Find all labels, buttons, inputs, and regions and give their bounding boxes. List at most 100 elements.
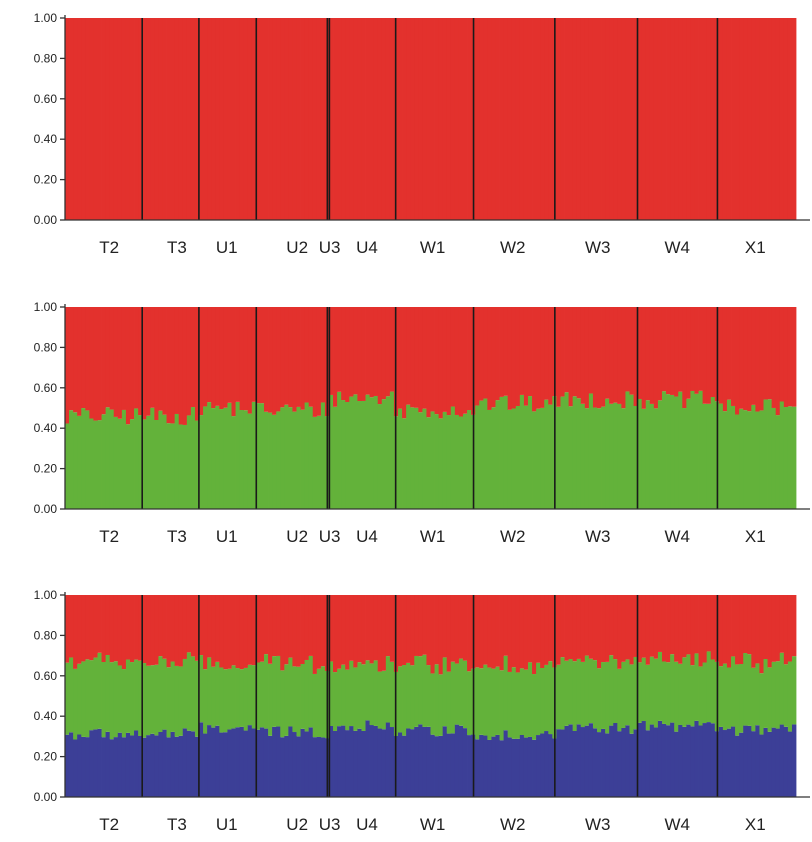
bar-cluster1-132	[601, 18, 606, 220]
bar-cluster3-53	[280, 737, 285, 797]
bar-cluster2-113	[523, 669, 529, 738]
population-label-t2: T2	[99, 815, 119, 834]
bar-cluster1-103	[483, 18, 488, 220]
bar-cluster1-102	[479, 307, 484, 401]
bar-cluster1-46	[251, 18, 257, 220]
bar-cluster2-144	[649, 403, 655, 509]
bar-cluster3-135	[613, 723, 618, 797]
y-tick-label: 0.20	[34, 462, 58, 476]
bar-cluster1-69	[345, 18, 350, 220]
bar-cluster1-122	[560, 18, 565, 220]
bar-cluster3-161	[718, 726, 724, 797]
bar-cluster1-124	[568, 595, 574, 659]
bar-cluster1-90	[430, 307, 435, 412]
bar-cluster2-150	[674, 661, 679, 732]
bar-cluster2-111	[515, 405, 521, 509]
bar-cluster2-84	[406, 662, 411, 729]
bar-cluster1-40	[227, 595, 232, 669]
population-label-u1: U1	[216, 527, 238, 546]
bar-cluster3-96	[454, 724, 460, 797]
bar-cluster3-16	[129, 735, 135, 797]
bar-cluster1-49	[263, 307, 269, 412]
bar-cluster3-106	[495, 734, 500, 797]
bar-cluster2-99	[467, 410, 472, 509]
bar-cluster2-57	[296, 666, 301, 737]
bar-cluster2-60	[308, 406, 314, 509]
bar-cluster3-179	[791, 724, 797, 797]
bar-cluster3-178	[787, 731, 793, 797]
bar-cluster1-84	[406, 307, 411, 405]
bar-cluster1-89	[426, 18, 431, 220]
bar-cluster1-152	[682, 18, 687, 220]
bar-cluster1-114	[527, 18, 533, 220]
bar-cluster3-147	[661, 723, 667, 797]
bar-cluster2-1	[69, 657, 74, 733]
bar-cluster3-70	[349, 726, 354, 797]
bar-cluster1-70	[349, 595, 354, 661]
bar-cluster3-58	[300, 728, 305, 797]
bar-cluster1-174	[771, 18, 777, 220]
bar-cluster2-68	[341, 400, 346, 509]
bar-cluster3-30	[186, 730, 192, 797]
bar-cluster1-97	[458, 595, 464, 659]
bar-cluster1-10	[105, 18, 111, 220]
bar-cluster1-44	[243, 595, 249, 668]
bar-cluster3-148	[666, 725, 671, 797]
bar-cluster1-3	[77, 595, 82, 664]
bar-cluster3-93	[442, 726, 448, 797]
bar-cluster1-173	[767, 595, 773, 668]
y-tick-label: 0.80	[34, 340, 58, 354]
bar-cluster3-86	[414, 726, 419, 797]
bar-cluster1-37	[215, 18, 220, 220]
bar-cluster1-147	[661, 595, 667, 662]
population-label-t3: T3	[167, 527, 187, 546]
bar-cluster2-153	[686, 654, 691, 725]
bar-cluster2-106	[495, 666, 500, 735]
bar-cluster2-54	[284, 664, 289, 736]
bar-cluster1-101	[475, 307, 480, 406]
bar-cluster1-110	[511, 18, 517, 220]
bar-cluster2-44	[243, 667, 249, 731]
bar-cluster1-118	[544, 595, 549, 665]
bar-cluster1-101	[475, 595, 480, 668]
bar-cluster1-94	[446, 595, 452, 672]
bar-cluster2-156	[698, 390, 703, 509]
bar-cluster2-121	[556, 406, 561, 509]
bar-cluster1-119	[548, 595, 553, 662]
bar-cluster3-101	[475, 739, 480, 797]
bar-cluster1-38	[219, 595, 224, 668]
bar-cluster2-36	[211, 666, 216, 728]
bar-cluster2-3	[77, 415, 82, 509]
bar-cluster1-72	[357, 307, 362, 402]
bar-cluster1-35	[207, 18, 212, 220]
bar-cluster2-82	[398, 666, 403, 733]
bar-cluster3-105	[491, 736, 496, 797]
bar-cluster2-161	[718, 666, 724, 727]
bar-cluster2-47	[255, 662, 261, 730]
bar-cluster1-24	[162, 307, 167, 415]
bar-cluster1-53	[280, 307, 285, 408]
bar-cluster1-22	[154, 307, 159, 420]
bar-cluster1-113	[523, 18, 529, 220]
y-tick-label: 0.00	[34, 213, 58, 227]
bar-cluster1-37	[215, 307, 220, 406]
bar-cluster2-142	[641, 657, 647, 722]
bar-cluster1-62	[316, 18, 322, 220]
bar-cluster1-12	[113, 595, 119, 662]
bar-cluster2-45	[247, 413, 253, 509]
bar-cluster3-165	[735, 735, 740, 797]
bar-cluster2-23	[158, 656, 163, 732]
population-label-x1: X1	[745, 527, 766, 546]
bar-cluster3-111	[515, 738, 521, 797]
bar-cluster1-65	[328, 18, 334, 220]
bar-cluster1-125	[572, 307, 578, 397]
bar-cluster1-32	[194, 307, 200, 421]
bar-cluster2-97	[458, 416, 464, 509]
bar-cluster1-60	[308, 595, 314, 656]
bar-cluster1-136	[617, 595, 622, 669]
bar-cluster1-108	[503, 595, 509, 656]
bar-cluster2-31	[190, 407, 196, 509]
population-label-w1: W1	[420, 238, 446, 257]
bar-cluster3-176	[779, 724, 785, 797]
bar-cluster2-107	[499, 396, 504, 509]
